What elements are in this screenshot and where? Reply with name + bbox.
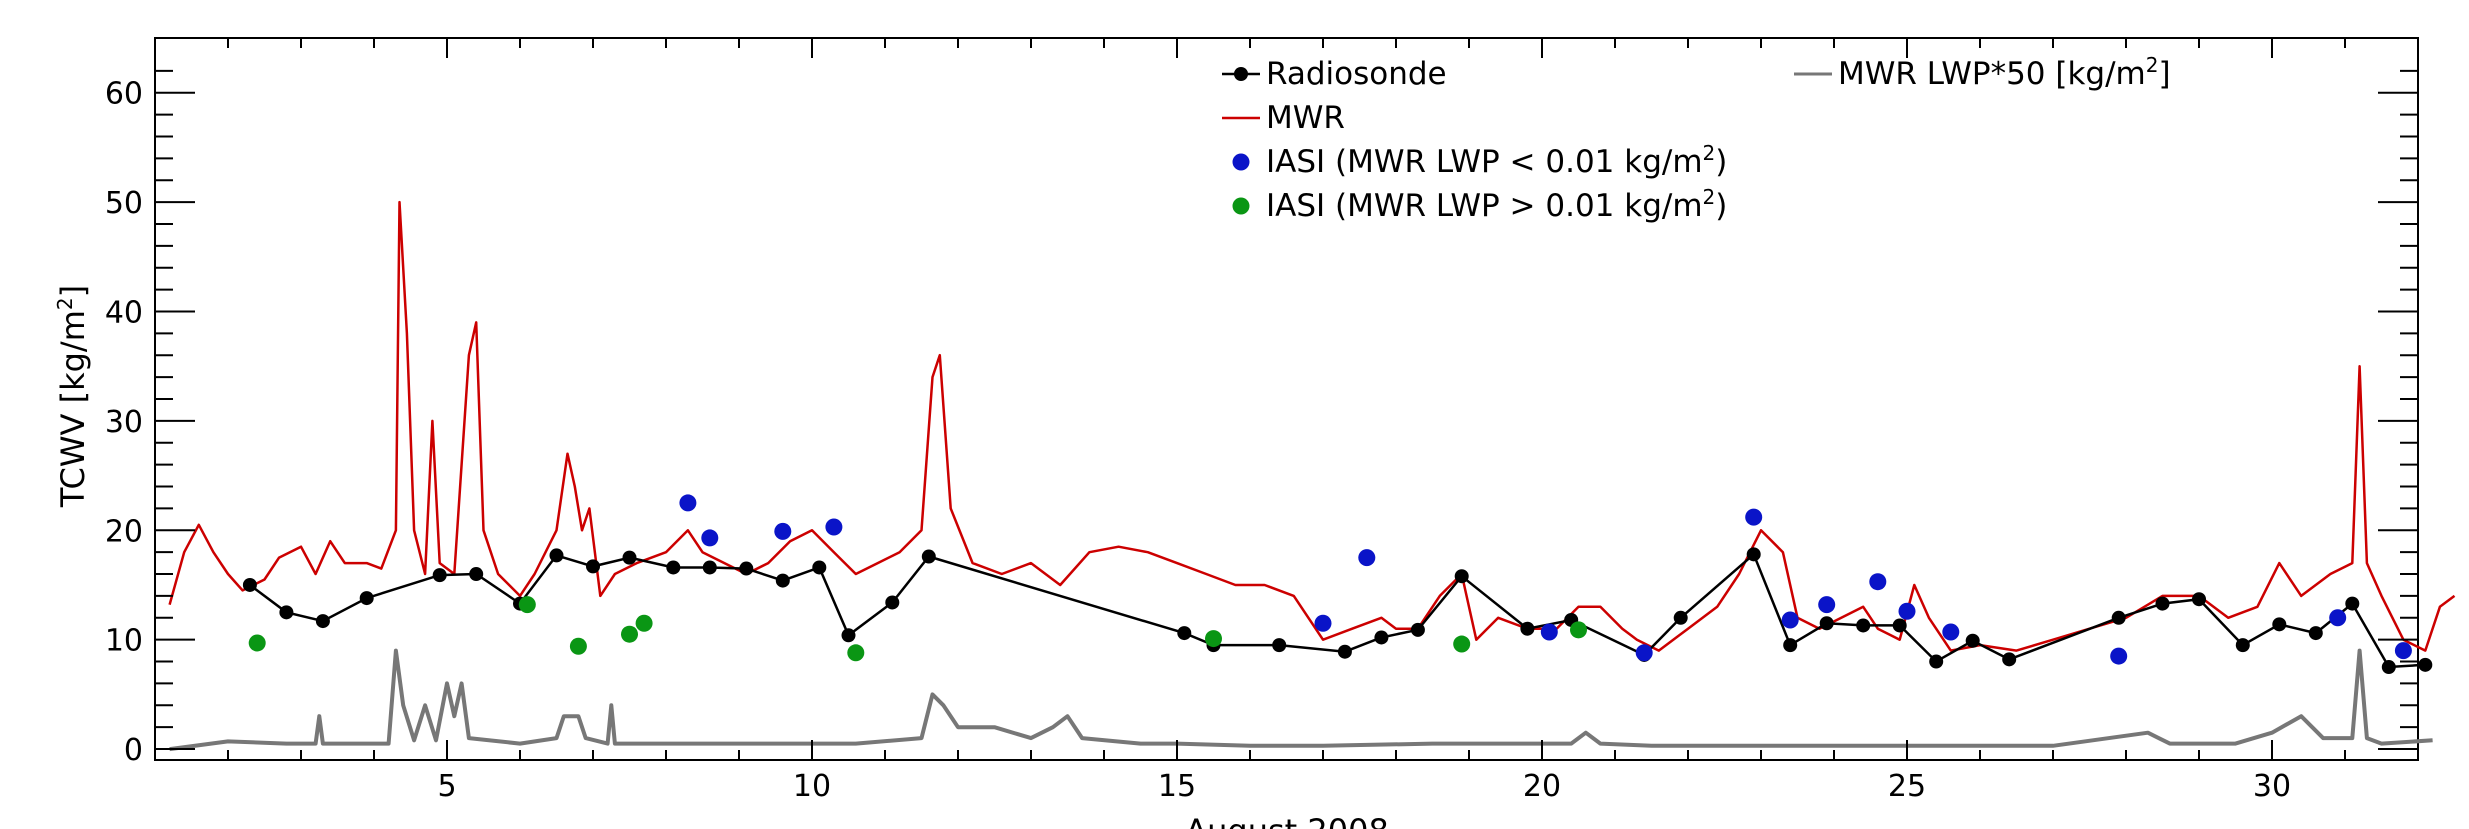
x-tick-label-3: 20 [1523, 769, 1561, 804]
legend-label-0: Radiosonde [1266, 56, 1447, 92]
radiosonde-point [1673, 610, 1688, 625]
legend-label-2: IASI (MWR LWP < 0.01 kg/m2) [1266, 141, 1727, 180]
iasi-cloudy-point [1570, 621, 1587, 639]
x-tick-label-4: 25 [1888, 769, 1926, 804]
iasi-clear-point [1745, 508, 1763, 526]
iasi-clear-point [774, 522, 792, 540]
iasi-clear-point [1781, 611, 1799, 629]
radiosonde-point [2345, 596, 2360, 611]
legend-label-right-0: MWR LWP*50 [kg/m2] [1838, 53, 2171, 92]
iasi-cloudy-point [569, 637, 587, 655]
radiosonde-point [2381, 660, 2396, 675]
x-axis-label: August 2008 [1185, 812, 1389, 829]
y-tick-label-0: 0 [124, 733, 143, 768]
iasi-clear-point [1540, 623, 1558, 641]
radiosonde-point [1454, 569, 1469, 584]
iasi-clear-point [1818, 596, 1836, 614]
iasi-cloudy-point [518, 596, 536, 614]
iasi-cloudy-point [847, 644, 865, 662]
radiosonde-point [315, 614, 330, 629]
iasi-cloudy-point [635, 614, 653, 632]
radiosonde-point [2111, 610, 2126, 625]
radiosonde-point [2418, 657, 2433, 672]
radiosonde-point [2308, 626, 2323, 641]
series-line-radiosonde [249, 552, 2426, 669]
radiosonde-point [1819, 616, 1834, 631]
radiosonde-point [1856, 618, 1871, 633]
radiosonde-point [469, 567, 484, 582]
x-tick-label-5: 30 [2253, 769, 2291, 804]
radiosonde-point [1892, 618, 1907, 633]
iasi-cloudy-point [248, 634, 266, 652]
series-line-mwr-lwp [169, 648, 2433, 752]
iasi-clear-point [1358, 549, 1376, 567]
radiosonde-point [1965, 633, 1980, 648]
y-axis-label: TCWV [kg/m2] [53, 285, 92, 508]
radiosonde-point [1374, 630, 1389, 645]
legend-label-1: MWR [1266, 100, 1345, 136]
iasi-clear-point [701, 529, 719, 547]
y-tick-label-2: 20 [105, 514, 143, 549]
radiosonde-point [775, 573, 790, 588]
radiosonde-point [1337, 644, 1352, 659]
radiosonde-point [279, 605, 294, 620]
radiosonde-point [432, 568, 447, 583]
radiosonde-point [739, 561, 754, 576]
radiosonde-point [1929, 654, 1944, 669]
iasi-cloudy-point [621, 625, 638, 643]
legend-swatch-dot [1232, 197, 1250, 215]
y-tick-label-3: 30 [105, 405, 143, 440]
radiosonde-point [242, 577, 257, 592]
radiosonde-point [549, 548, 564, 563]
legend-swatch-dot [1232, 153, 1250, 171]
radiosonde-point [2235, 638, 2250, 653]
x-tick-label-1: 10 [793, 769, 831, 804]
radiosonde-point [921, 549, 936, 564]
radiosonde-point [1746, 547, 1761, 562]
iasi-clear-point [1898, 602, 1916, 620]
iasi-clear-point [2110, 647, 2128, 665]
radiosonde-point [885, 595, 900, 610]
radiosonde-point [702, 560, 717, 575]
radiosonde-point [1177, 626, 1192, 641]
x-tick-label-2: 15 [1158, 769, 1196, 804]
iasi-cloudy-point [1205, 630, 1222, 648]
iasi-clear-point [1635, 644, 1653, 662]
radiosonde-point [1410, 622, 1425, 637]
radiosonde-point [666, 560, 681, 575]
radiosonde-point [359, 591, 374, 606]
axes-layer: 5 10 15 20 25 30 0 10 20 30 40 50 60 [105, 38, 2419, 804]
y-tick-label-4: 40 [105, 295, 143, 330]
radiosonde-point [1272, 638, 1287, 653]
iasi-clear-point [1314, 614, 1332, 632]
iasi-clear-point [2329, 609, 2347, 627]
legend-layer: Radiosonde MWR IASI (MWR LWP < 0.01 kg/m2)… [1222, 53, 2171, 224]
radiosonde-point [1783, 638, 1798, 653]
y-tick-label-1: 10 [105, 624, 143, 659]
radiosonde-point [586, 559, 600, 574]
legend-swatch-dot [1234, 67, 1248, 81]
series-line-mwr [168, 200, 2456, 652]
y-tick-label-6: 60 [105, 77, 143, 112]
radiosonde-point [2272, 617, 2287, 632]
iasi-clear-point [679, 494, 697, 512]
iasi-clear-point [2394, 642, 2412, 660]
iasi-cloudy-point [1453, 635, 1471, 653]
series-layer [168, 200, 2456, 752]
iasi-clear-point [825, 518, 843, 536]
x-tick-label-0: 5 [437, 769, 456, 804]
y-tick-label-5: 50 [105, 186, 143, 221]
radiosonde-point [1520, 621, 1535, 636]
radiosonde-point [2192, 592, 2206, 607]
radiosonde-point [841, 628, 856, 643]
radiosonde-point [622, 550, 637, 565]
radiosonde-point [2002, 652, 2017, 667]
iasi-clear-point [1942, 623, 1960, 641]
iasi-clear-point [1869, 573, 1887, 591]
radiosonde-point [2155, 596, 2170, 611]
radiosonde-point [812, 560, 827, 575]
legend-label-3: IASI (MWR LWP > 0.01 kg/m2) [1266, 185, 1727, 224]
